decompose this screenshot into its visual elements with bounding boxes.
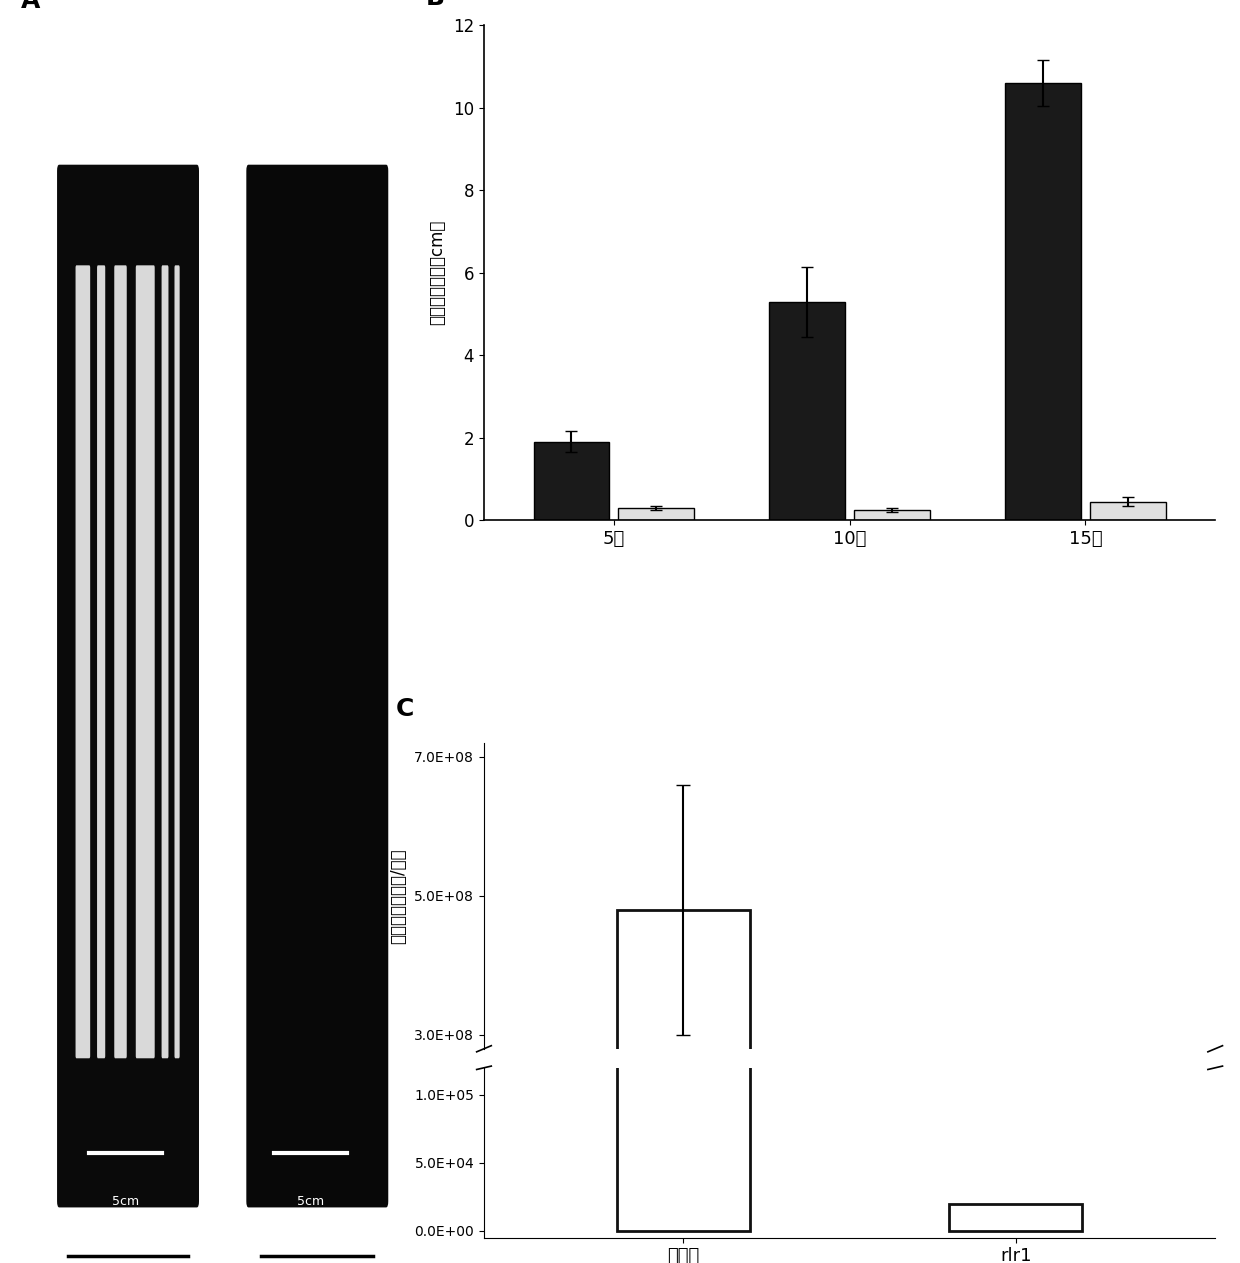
FancyBboxPatch shape [76, 265, 91, 1058]
Bar [854, 510, 930, 520]
Text: C: C [397, 697, 414, 721]
FancyBboxPatch shape [57, 164, 198, 1207]
Bar [618, 909, 750, 1244]
FancyBboxPatch shape [97, 265, 105, 1058]
Bar [769, 302, 844, 520]
Text: A: A [21, 0, 40, 13]
Y-axis label: 病斋长度统计（cm）: 病斋长度统计（cm） [428, 220, 446, 326]
FancyBboxPatch shape [114, 265, 126, 1058]
Bar [1006, 83, 1081, 520]
FancyBboxPatch shape [175, 265, 180, 1058]
Y-axis label: 生物量统计（个/叶）: 生物量统计（个/叶） [389, 847, 408, 943]
Bar [618, 0, 750, 1231]
Bar [1090, 501, 1166, 520]
Text: 5cm: 5cm [113, 1195, 139, 1207]
Bar [619, 508, 694, 520]
Bar [950, 1204, 1083, 1231]
FancyBboxPatch shape [161, 265, 169, 1058]
Text: 5cm: 5cm [298, 1195, 325, 1207]
FancyBboxPatch shape [247, 164, 388, 1207]
FancyBboxPatch shape [135, 265, 155, 1058]
Bar [533, 442, 609, 520]
Text: B: B [425, 0, 444, 10]
